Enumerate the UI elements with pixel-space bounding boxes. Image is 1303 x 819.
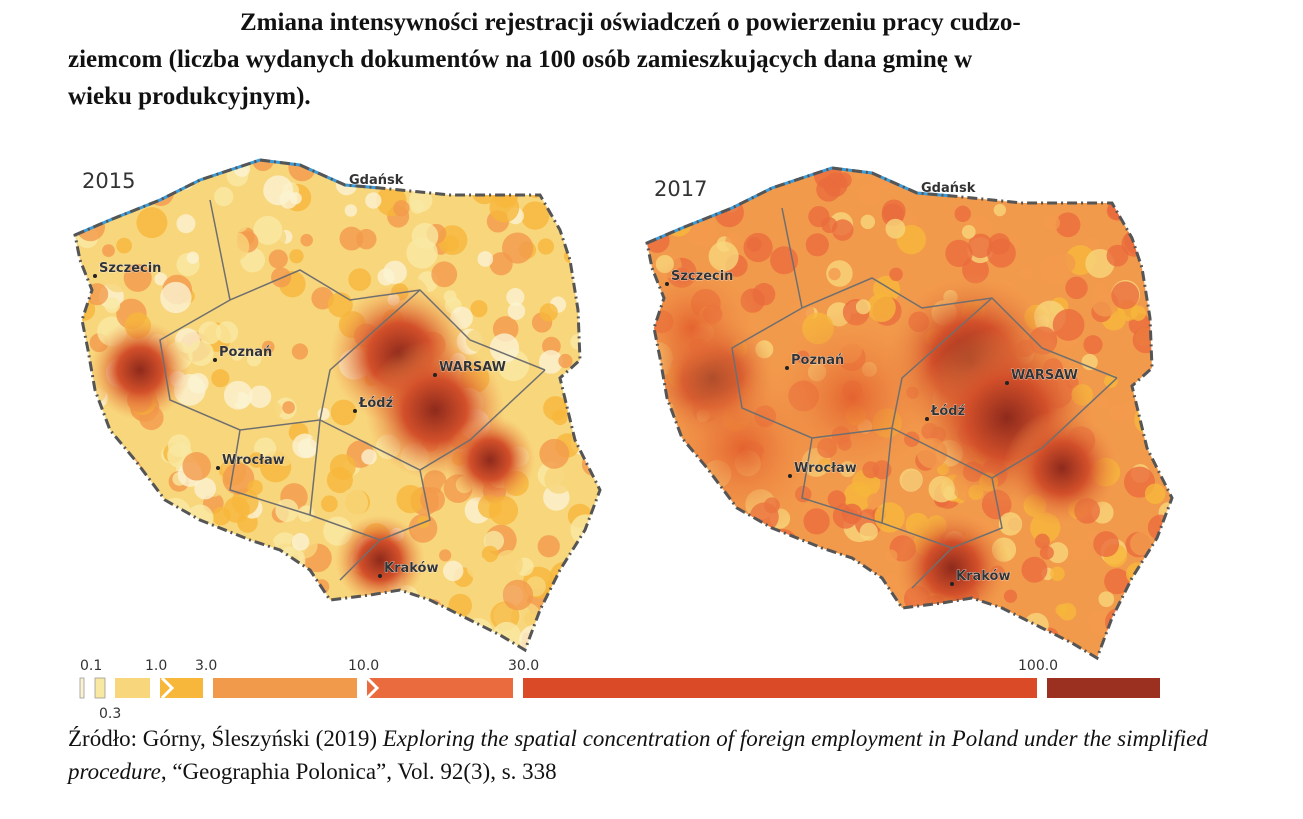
legend-tick-label: 1.0 — [145, 658, 167, 674]
city-dot — [785, 366, 789, 370]
city-label: Łódź — [930, 404, 965, 419]
city-label: Gdańsk — [349, 173, 404, 188]
source-authors: Źródło: Górny, Śleszyński (2019) — [68, 726, 383, 751]
legend-tick-label: 30.0 — [508, 658, 539, 674]
map: 2017 Gdańsk Szczecin Poznań WARSAW Łódź Wrocła… — [645, 166, 1174, 660]
source-journal: , “Geographia Polonica”, Vol. 92(3), s. … — [160, 759, 557, 784]
city-dot — [93, 274, 97, 278]
map: 2015 Gdańsk Szczecin Poznań WARSAW Łódź Wrocła… — [73, 158, 602, 652]
city-label: Poznań — [791, 353, 844, 368]
city-label: Gdańsk — [921, 181, 976, 196]
city-label: Poznań — [219, 345, 272, 360]
city-dot — [1005, 381, 1009, 385]
legend-swatch — [523, 678, 1037, 698]
legend-swatch — [94, 677, 106, 699]
city-dot — [950, 582, 954, 586]
legend-swatch — [367, 678, 513, 698]
title: Zmiana intensywności rejestracji oświadc… — [68, 4, 1248, 115]
legend-tick-label: 3.0 — [195, 658, 217, 674]
city-label: WARSAW — [1011, 368, 1078, 383]
legend-swatch — [115, 678, 150, 698]
city-label: Szczecin — [671, 269, 733, 284]
city-label: Wrocław — [222, 453, 285, 468]
city-label: Szczecin — [99, 261, 161, 276]
legend-tick-label: 0.3 — [99, 706, 121, 720]
city-dot — [433, 373, 437, 377]
city-dot — [665, 282, 669, 286]
city-label: Kraków — [384, 561, 439, 576]
city-label: Łódź — [358, 396, 393, 411]
legend-swatch — [1047, 678, 1160, 698]
legend-swatch — [160, 678, 203, 698]
legend-swatch — [213, 678, 357, 698]
city-dot — [353, 409, 357, 413]
legend-tick-label: 0.1 — [80, 658, 102, 674]
city-dot — [378, 574, 382, 578]
title-line: Zmiana intensywności rejestracji oświadc… — [240, 9, 1021, 36]
city-label: Kraków — [956, 569, 1011, 584]
city-dot — [925, 417, 929, 421]
title-line: ziemcom (liczba wydanych dokumentów na 1… — [68, 46, 973, 73]
source: Źródło: Górny, Śleszyński (2019) Explori… — [68, 722, 1228, 788]
figure: 2015 Gdańsk Szczecin Poznań WARSAW Łódź Wrocła… — [73, 158, 1174, 720]
voivodeship-lines — [159, 199, 546, 581]
map-year: 2017 — [654, 177, 707, 201]
city-label: WARSAW — [439, 360, 506, 375]
title-line: wieku produkcyjnym). — [68, 83, 311, 110]
city-label: Wrocław — [794, 461, 857, 476]
map-year: 2015 — [82, 169, 135, 193]
city-dot — [788, 474, 792, 478]
voivodeship-lines — [731, 207, 1118, 589]
legend-swatch — [79, 677, 85, 699]
city-dot — [213, 358, 217, 362]
legend-tick-label: 100.0 — [1018, 658, 1058, 674]
legend-tick-label: 10.0 — [348, 658, 379, 674]
city-dot — [216, 466, 220, 470]
source-work: Exploring the spatial concentration of f… — [68, 726, 1208, 784]
